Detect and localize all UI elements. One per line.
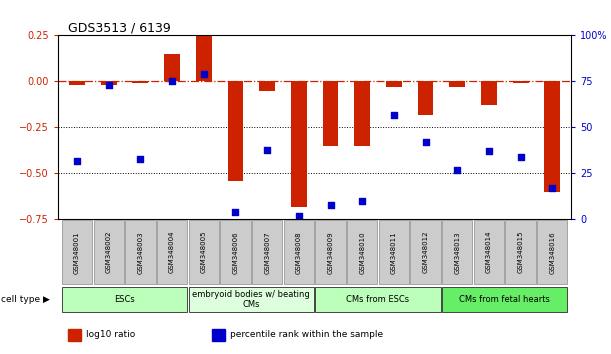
Bar: [442, 287, 568, 312]
Bar: [537, 220, 568, 284]
Text: GSM348002: GSM348002: [106, 231, 112, 274]
Bar: [259, 81, 275, 91]
Text: log10 ratio: log10 ratio: [86, 330, 136, 339]
Point: [72, 158, 82, 164]
Point: [389, 112, 399, 118]
Point: [452, 167, 462, 173]
Bar: [220, 220, 251, 284]
Point: [230, 209, 240, 215]
Bar: [101, 81, 117, 85]
Bar: [411, 220, 441, 284]
Bar: [418, 81, 433, 115]
Point: [516, 154, 525, 160]
Text: GDS3513 / 6139: GDS3513 / 6139: [68, 21, 171, 34]
Bar: [474, 220, 504, 284]
Point: [547, 185, 557, 191]
Text: GSM348015: GSM348015: [518, 231, 524, 274]
Bar: [62, 220, 92, 284]
Point: [167, 79, 177, 84]
Text: CMs from ESCs: CMs from ESCs: [346, 295, 409, 304]
Text: cell type ▶: cell type ▶: [1, 295, 49, 304]
Bar: [69, 81, 85, 85]
Text: GSM348008: GSM348008: [296, 231, 302, 274]
Text: GSM348003: GSM348003: [137, 231, 144, 274]
Point: [262, 147, 272, 152]
Bar: [62, 287, 188, 312]
Bar: [227, 81, 243, 181]
Point: [199, 71, 209, 77]
Point: [357, 198, 367, 204]
Bar: [164, 54, 180, 81]
Text: GSM348010: GSM348010: [359, 231, 365, 274]
Bar: [513, 81, 529, 83]
Bar: [133, 81, 148, 83]
Bar: [93, 220, 124, 284]
Bar: [449, 81, 465, 87]
Bar: [505, 220, 536, 284]
Bar: [315, 287, 441, 312]
Text: GSM348005: GSM348005: [201, 231, 207, 274]
Bar: [354, 81, 370, 146]
Text: percentile rank within the sample: percentile rank within the sample: [230, 330, 383, 339]
Bar: [347, 220, 378, 284]
Bar: [157, 220, 188, 284]
Text: GSM348011: GSM348011: [391, 231, 397, 274]
Text: GSM348013: GSM348013: [454, 231, 460, 274]
Text: GSM348012: GSM348012: [423, 231, 428, 274]
Text: GSM348001: GSM348001: [74, 231, 80, 274]
Point: [484, 149, 494, 154]
Text: GSM348007: GSM348007: [264, 231, 270, 274]
Bar: [189, 220, 219, 284]
Text: GSM348016: GSM348016: [549, 231, 555, 274]
Bar: [196, 35, 211, 81]
Bar: [252, 220, 282, 284]
Point: [294, 213, 304, 219]
Bar: [284, 220, 314, 284]
Bar: [323, 81, 338, 146]
Text: ESCs: ESCs: [114, 295, 135, 304]
Text: CMs from fetal hearts: CMs from fetal hearts: [459, 295, 550, 304]
Bar: [315, 220, 346, 284]
Text: GSM348014: GSM348014: [486, 231, 492, 274]
Bar: [481, 81, 497, 105]
Bar: [212, 329, 225, 341]
Point: [420, 139, 430, 145]
Point: [136, 156, 145, 161]
Bar: [125, 220, 156, 284]
Bar: [544, 81, 560, 192]
Text: GSM348004: GSM348004: [169, 231, 175, 274]
Bar: [386, 81, 402, 87]
Text: GSM348009: GSM348009: [327, 231, 334, 274]
Text: GSM348006: GSM348006: [232, 231, 238, 274]
Bar: [291, 81, 307, 207]
Bar: [379, 220, 409, 284]
Bar: [442, 220, 472, 284]
Text: embryoid bodies w/ beating
CMs: embryoid bodies w/ beating CMs: [192, 290, 310, 309]
Bar: [189, 287, 314, 312]
Point: [104, 82, 114, 88]
Bar: [68, 329, 81, 341]
Point: [326, 202, 335, 207]
